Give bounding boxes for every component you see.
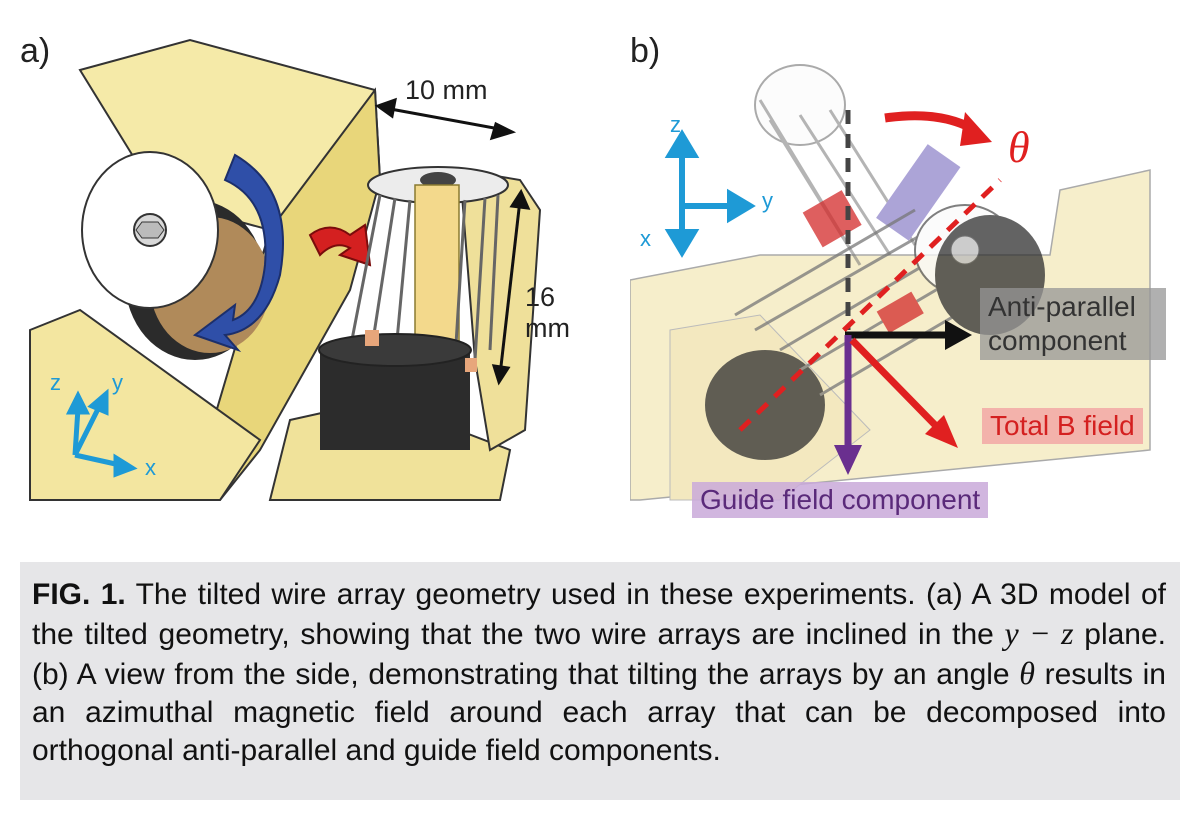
panel-b-illustration <box>629 64 1151 501</box>
figure-number: FIG. 1. <box>32 578 126 611</box>
height-dimension-label: 16 mm <box>525 282 570 343</box>
panel-a-3d-model: a) 10 mm 16 mm z y x <box>20 30 580 520</box>
panel-a-illustration <box>29 38 542 501</box>
axis-x-label: x <box>145 455 156 480</box>
axis-x-label: x <box>640 226 651 251</box>
caption-math-yz: y − z <box>1004 615 1074 651</box>
axis-y-label: y <box>762 188 773 213</box>
caption-text-3: results in an azimuthal magnetic field a… <box>32 658 1166 767</box>
guide-field-component-label: Guide field component <box>692 482 989 518</box>
total-b-field-label: Total B field <box>982 408 1143 444</box>
panel-b-label: b) <box>630 32 661 70</box>
panel-b-side-view: b) θ z y x Anti-parallel component Total… <box>629 30 1170 530</box>
caption-text-1: The tilted wire array geometry used in t… <box>32 578 1166 651</box>
caption-math-theta: θ <box>1019 655 1035 691</box>
anti-parallel-line-2: component <box>988 325 1127 356</box>
theta-label: θ <box>1008 123 1030 172</box>
anti-parallel-line-1: Anti-parallel <box>988 291 1136 322</box>
width-dimension-label: 10 mm <box>405 75 488 105</box>
caption-text-2: plane. (b) A view from the side, demonst… <box>32 618 1166 691</box>
axis-y-label: y <box>112 370 123 395</box>
axis-z-label: z <box>670 112 681 137</box>
figure-caption: FIG. 1. The tilted wire array geometry u… <box>20 562 1180 800</box>
panel-a-label: a) <box>20 32 51 70</box>
anti-parallel-component-label: Anti-parallel component <box>980 288 1166 360</box>
axis-z-label: z <box>50 370 61 395</box>
